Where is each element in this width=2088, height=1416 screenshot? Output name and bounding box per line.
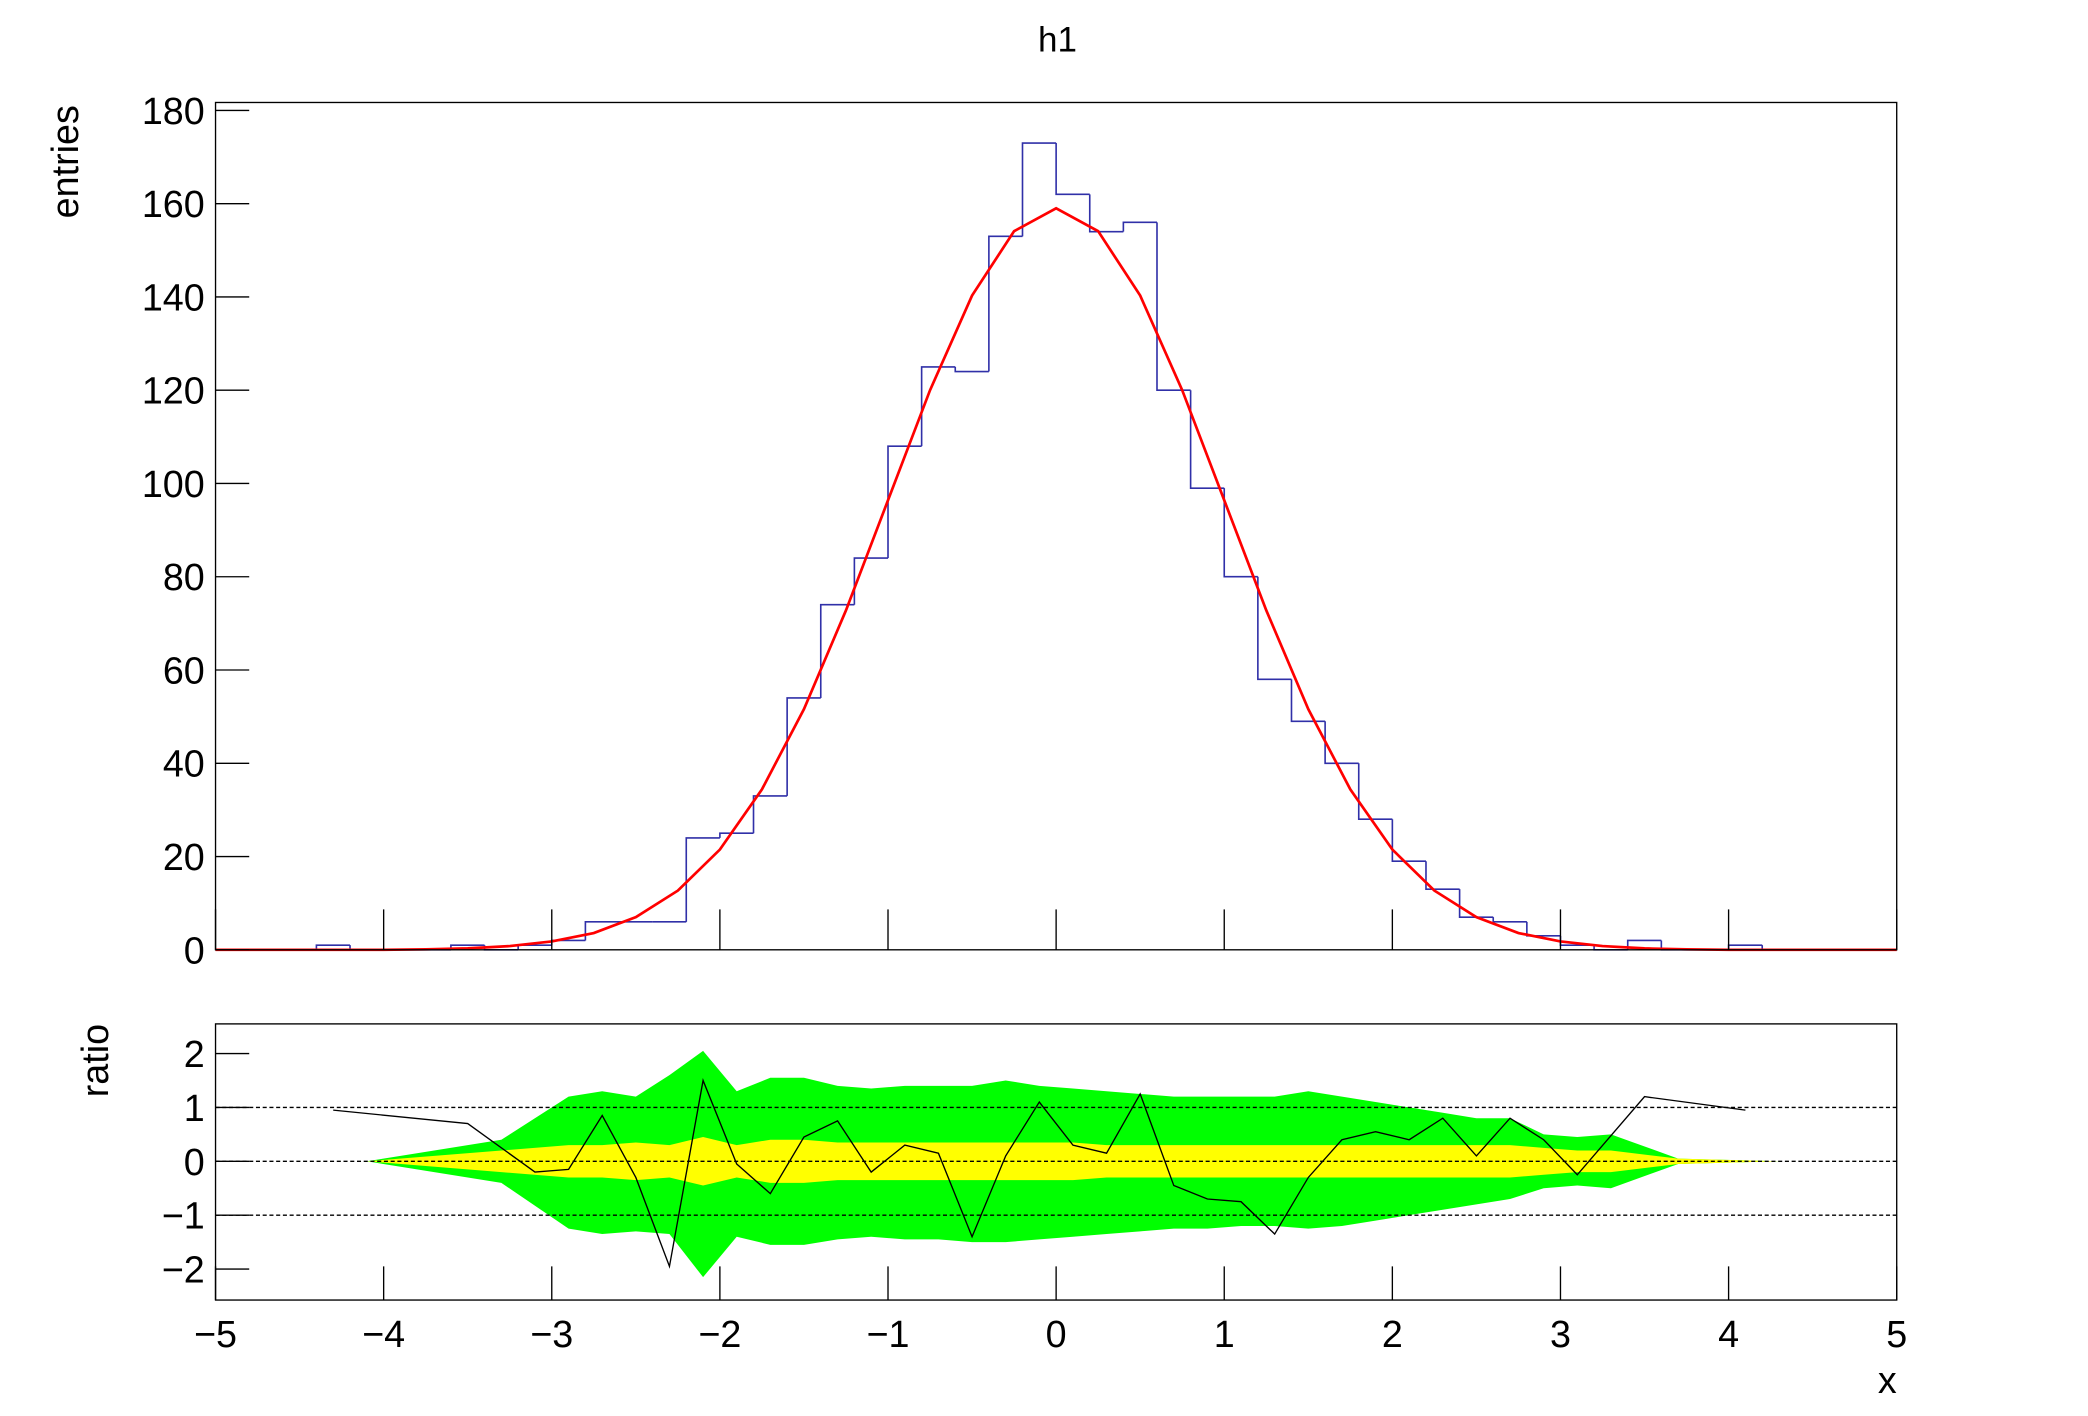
y-tick-label: 80 bbox=[163, 556, 205, 598]
histogram-bin bbox=[315, 944, 351, 950]
x-tick-label: −5 bbox=[194, 1313, 237, 1355]
histogram-bin bbox=[1021, 142, 1057, 237]
y-tick-label: 40 bbox=[163, 743, 205, 785]
histogram-bin bbox=[1324, 721, 1359, 765]
x-tick-label: −3 bbox=[530, 1313, 573, 1355]
histogram-bin bbox=[752, 795, 788, 834]
y-axis-title: ratio bbox=[74, 1024, 116, 1097]
histogram-bin bbox=[1088, 194, 1124, 233]
histogram-bin bbox=[1156, 222, 1191, 392]
x-tick-label: 2 bbox=[1382, 1313, 1403, 1355]
y-tick-label: 20 bbox=[163, 836, 205, 878]
x-tick-label: −2 bbox=[698, 1313, 741, 1355]
x-tick-label: 3 bbox=[1550, 1313, 1571, 1355]
y-tick-label: 2 bbox=[184, 1033, 205, 1075]
ratio-line bbox=[333, 1078, 1746, 1269]
histogram-bin bbox=[1425, 861, 1460, 890]
y-tick-label: 100 bbox=[142, 463, 205, 505]
y-axis-title: entries bbox=[44, 105, 86, 218]
histogram-bin bbox=[1458, 889, 1494, 918]
x-tick-label: 1 bbox=[1214, 1313, 1235, 1355]
histogram-bin bbox=[719, 832, 754, 838]
histogram-bin bbox=[1391, 819, 1426, 863]
histogram-bin bbox=[954, 366, 989, 373]
x-axis-title: x bbox=[1878, 1359, 1897, 1401]
x-tick-label: 4 bbox=[1718, 1313, 1739, 1355]
histogram-bin bbox=[1122, 221, 1157, 232]
histogram-bin bbox=[685, 837, 720, 922]
histogram-bin bbox=[1055, 143, 1090, 196]
x-tick-label: 0 bbox=[1046, 1313, 1067, 1355]
plot-frame bbox=[214, 1023, 1898, 1301]
y-tick-label: 120 bbox=[142, 370, 205, 412]
y-tick-label: 160 bbox=[142, 183, 205, 225]
histogram-bin bbox=[1189, 390, 1225, 489]
y-tick-label: 60 bbox=[163, 649, 205, 691]
y-tick-label: 1 bbox=[184, 1087, 205, 1129]
histogram-bin bbox=[887, 445, 922, 559]
y-tick-label: 140 bbox=[142, 276, 205, 318]
histogram-bin bbox=[920, 366, 956, 447]
histogram-bin bbox=[1257, 576, 1292, 681]
y-tick-label: 0 bbox=[184, 1141, 205, 1183]
histogram-bin bbox=[1223, 488, 1258, 578]
y-tick-label: −1 bbox=[162, 1195, 205, 1237]
y-tick-label: −2 bbox=[162, 1249, 205, 1291]
histogram-bin bbox=[1492, 917, 1527, 923]
x-tick-label: −1 bbox=[867, 1313, 910, 1355]
y-tick-label: 180 bbox=[142, 90, 205, 132]
x-tick-label: −4 bbox=[362, 1313, 405, 1355]
y-tick-label: 0 bbox=[184, 929, 205, 971]
histogram-bin bbox=[1357, 763, 1393, 821]
chart-title: h1 bbox=[1038, 20, 1077, 59]
fit-curve bbox=[215, 206, 1897, 952]
x-tick-label: 5 bbox=[1886, 1313, 1907, 1355]
